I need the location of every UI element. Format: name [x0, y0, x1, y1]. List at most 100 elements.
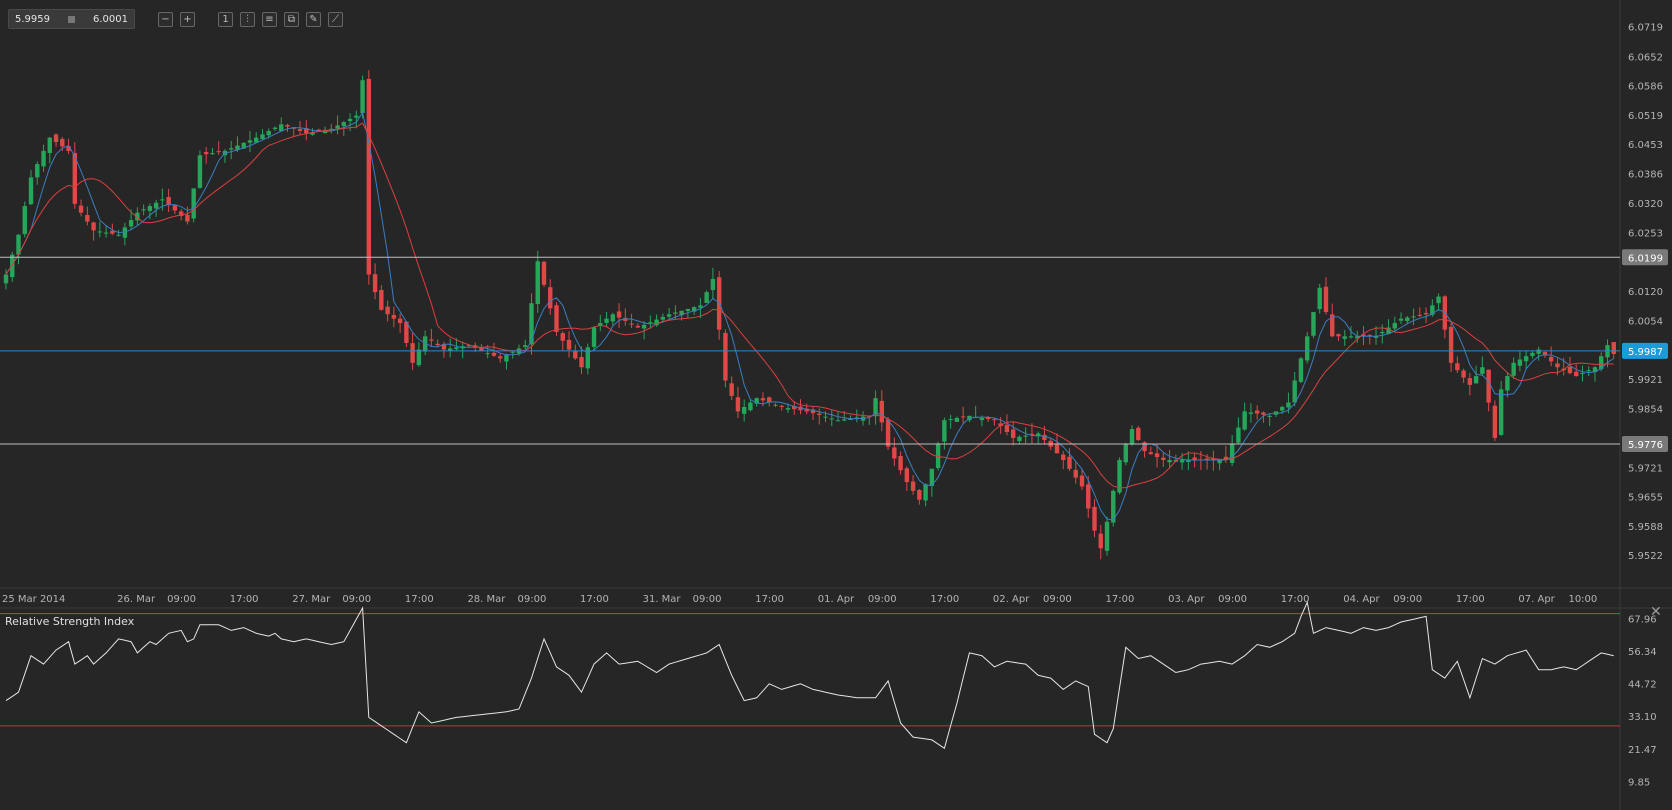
zoom-out-icon[interactable]: −: [158, 11, 173, 27]
bearish-candle: [397, 318, 403, 324]
bullish-candle: [1317, 287, 1322, 310]
bullish-candle: [535, 261, 540, 304]
bullish-candle: [341, 122, 347, 127]
time-axis-label: 17:00: [1106, 594, 1135, 605]
bullish-candle: [485, 353, 490, 355]
bearish-candle: [1423, 312, 1429, 315]
bullish-candle: [1298, 358, 1304, 382]
bullish-candle: [923, 484, 928, 501]
bearish-candle: [1323, 286, 1329, 313]
bearish-candle: [729, 383, 734, 396]
bullish-candle: [1179, 459, 1185, 463]
close-icon[interactable]: ✕: [1650, 604, 1662, 620]
bullish-candle: [1342, 336, 1347, 339]
price-tick-label: 5.9655: [1628, 492, 1663, 503]
bearish-candle: [60, 139, 65, 147]
bullish-candle: [585, 347, 590, 369]
rsi-tick-label: 9.85: [1628, 777, 1650, 788]
zoom-in-icon[interactable]: +: [180, 11, 195, 27]
bullish-candle: [598, 323, 603, 326]
bearish-candle: [185, 214, 190, 222]
indicators-icon[interactable]: ≡: [262, 11, 277, 27]
bullish-candle: [1305, 336, 1310, 361]
chart-type-icon[interactable]: ⫶: [240, 11, 255, 27]
bearish-candle: [404, 321, 409, 343]
bullish-candle: [510, 351, 515, 353]
bearish-candle: [616, 311, 622, 318]
time-axis-label: 17:00: [930, 594, 959, 605]
bullish-candle: [1523, 356, 1529, 362]
bullish-candle: [1398, 318, 1404, 321]
bearish-candle: [304, 128, 309, 134]
bullish-candle: [416, 349, 422, 366]
bearish-candle: [1092, 506, 1097, 531]
bearish-candle: [66, 146, 71, 151]
bearish-candle: [391, 314, 397, 319]
bullish-candle: [1536, 349, 1541, 354]
bearish-candle: [78, 205, 84, 213]
bearish-candle: [885, 419, 891, 447]
bullish-candle: [191, 188, 196, 219]
bearish-candle: [1448, 326, 1454, 363]
bullish-candle: [160, 199, 165, 201]
support-price-badge: [1622, 436, 1668, 453]
bullish-candle: [829, 418, 834, 420]
bullish-candle: [10, 254, 15, 278]
bearish-candle: [379, 289, 384, 310]
bearish-candle: [898, 456, 903, 471]
bearish-candle: [498, 356, 503, 359]
draw-line-icon[interactable]: ⟋: [328, 11, 343, 27]
bullish-candle: [141, 209, 146, 211]
current-price-badge: [1622, 342, 1668, 359]
bullish-candle: [41, 150, 46, 167]
time-axis-label: 17:00: [230, 594, 259, 605]
time-axis-label: 28. Mar: [467, 594, 506, 605]
bearish-candle: [985, 417, 991, 420]
bullish-candle: [254, 137, 259, 143]
bearish-candle: [410, 343, 415, 363]
rsi-tick-label: 21.47: [1628, 745, 1657, 756]
bearish-candle: [560, 333, 565, 341]
price-tick-label: 6.0519: [1628, 111, 1663, 122]
bullish-candle: [523, 345, 528, 347]
bearish-candle: [804, 408, 809, 412]
bearish-candle: [992, 419, 997, 421]
edit-icon[interactable]: ✎: [306, 11, 321, 27]
timeframe-button[interactable]: 1: [218, 11, 233, 27]
bullish-candle: [1511, 362, 1516, 376]
bullish-candle: [422, 336, 428, 352]
bullish-candle: [1355, 336, 1360, 339]
bullish-candle: [935, 444, 941, 468]
bearish-candle: [548, 287, 553, 309]
bullish-candle: [1386, 327, 1391, 334]
bearish-candle: [1054, 443, 1060, 454]
bullish-candle: [691, 307, 697, 312]
bullish-candle: [641, 324, 647, 329]
time-axis-label: 04. Apr: [1343, 594, 1380, 605]
bullish-candle: [1292, 380, 1297, 403]
bullish-candle: [153, 202, 159, 209]
bearish-candle: [1492, 405, 1498, 438]
bullish-candle: [679, 310, 684, 316]
bullish-candle: [698, 305, 703, 308]
bullish-candle: [1023, 435, 1028, 437]
time-axis-label: 09:00: [1043, 594, 1072, 605]
price-tick-label: 6.0120: [1628, 287, 1663, 298]
copy-icon[interactable]: ⧉: [284, 11, 299, 27]
bullish-candle: [1311, 312, 1316, 336]
bullish-candle: [454, 347, 459, 350]
bullish-candle: [948, 419, 953, 421]
bearish-candle: [1567, 366, 1573, 374]
bearish-candle: [1010, 429, 1016, 438]
bullish-candle: [666, 314, 672, 317]
bearish-candle: [1254, 410, 1260, 414]
bullish-candle: [1129, 429, 1135, 445]
bearish-candle: [285, 125, 290, 127]
bearish-candle: [91, 222, 96, 231]
bearish-candle: [1161, 457, 1166, 460]
bullish-candle: [47, 137, 52, 154]
bullish-candle: [1480, 367, 1485, 374]
bullish-candle: [660, 316, 666, 320]
bullish-candle: [842, 419, 847, 421]
